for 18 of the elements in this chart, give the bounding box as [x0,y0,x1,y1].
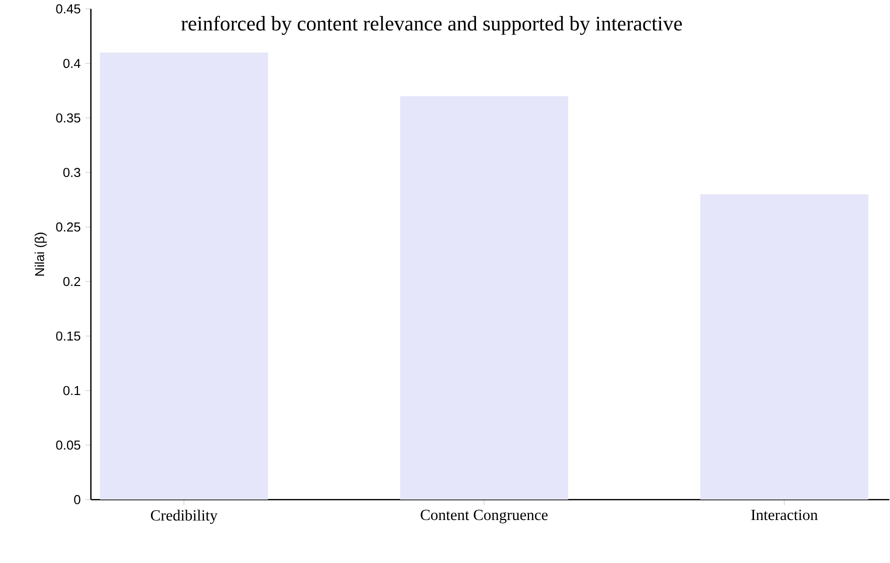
y-tick-label: 0.3 [63,168,80,177]
y-tick-label: 0.4 [63,58,80,68]
bar [400,96,568,500]
x-tick-label: Content Congruence [420,510,548,524]
y-tick-label: 0.45 [56,4,80,14]
bar [700,194,868,500]
y-tick-label: 0.35 [56,113,80,122]
x-tick-label: Interaction [751,510,818,520]
y-tick-label: 0.15 [56,331,80,340]
y-tick-label: 0 [74,494,80,504]
y-tick-label: 0.05 [56,440,80,450]
y-tick-label: 0.1 [63,386,80,396]
y-tick-label: 0.25 [56,222,80,232]
y-tick-label: 0.2 [63,276,80,286]
bar [100,52,268,500]
x-tick-label: Credibility [150,510,218,524]
y-axis-title: Nilai (β) [34,232,47,276]
annotation: reinforced by content relevance and supported by interactive [181,16,682,35]
